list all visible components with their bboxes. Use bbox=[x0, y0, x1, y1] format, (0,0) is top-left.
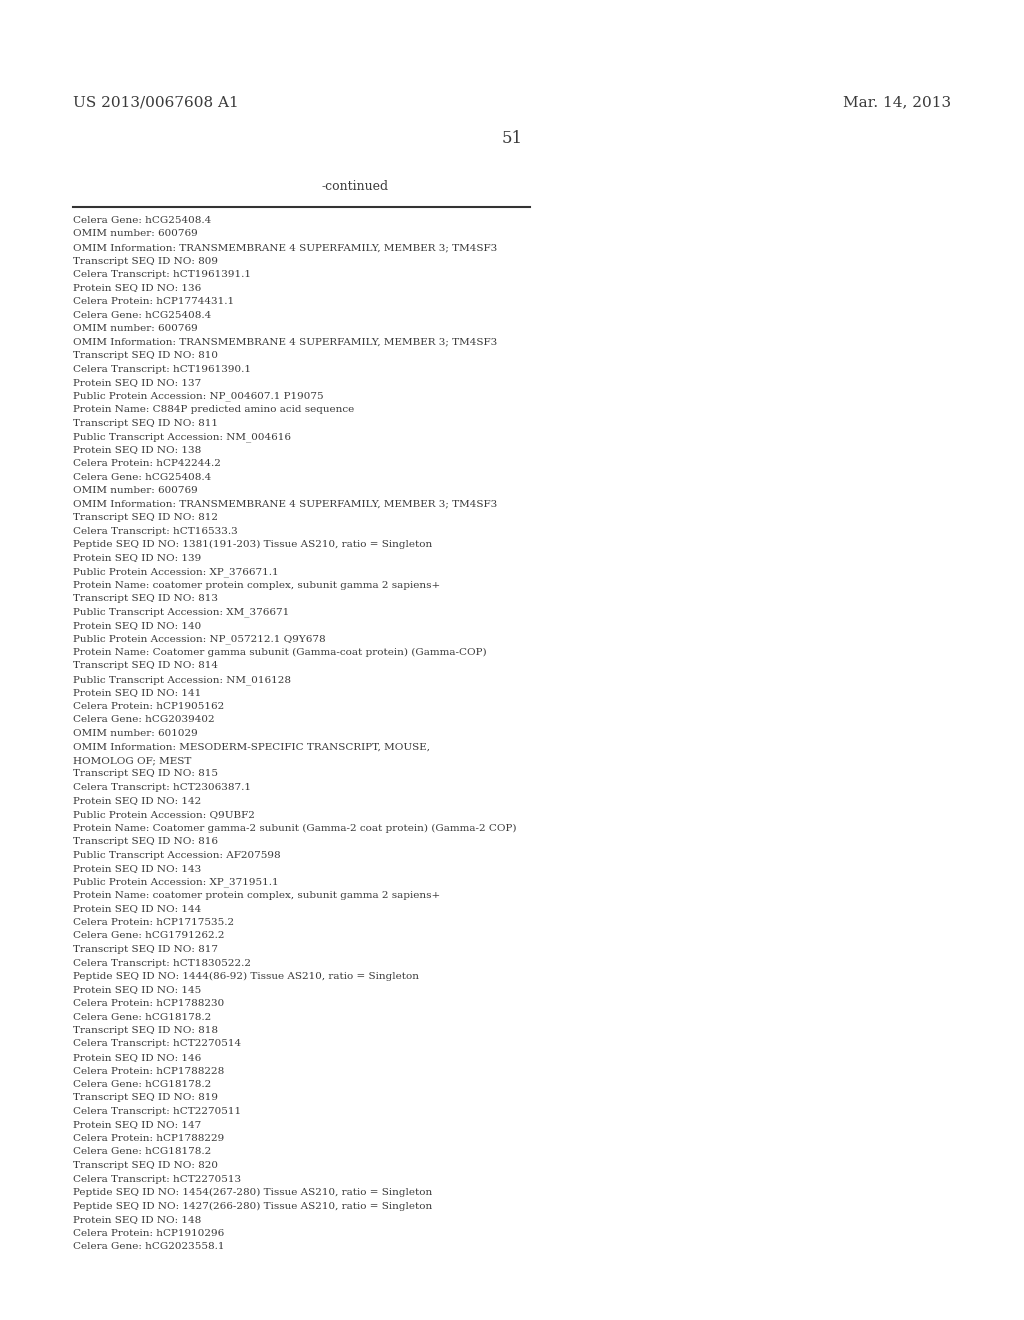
Text: Celera Protein: hCP1788230: Celera Protein: hCP1788230 bbox=[73, 999, 224, 1008]
Text: HOMOLOG OF; MEST: HOMOLOG OF; MEST bbox=[73, 756, 191, 766]
Text: Celera Gene: hCG2023558.1: Celera Gene: hCG2023558.1 bbox=[73, 1242, 224, 1251]
Text: Celera Gene: hCG25408.4: Celera Gene: hCG25408.4 bbox=[73, 216, 211, 224]
Text: Transcript SEQ ID NO: 813: Transcript SEQ ID NO: 813 bbox=[73, 594, 218, 603]
Text: Transcript SEQ ID NO: 820: Transcript SEQ ID NO: 820 bbox=[73, 1162, 218, 1170]
Text: Protein SEQ ID NO: 143: Protein SEQ ID NO: 143 bbox=[73, 865, 202, 873]
Text: Protein SEQ ID NO: 136: Protein SEQ ID NO: 136 bbox=[73, 284, 202, 293]
Text: Protein SEQ ID NO: 139: Protein SEQ ID NO: 139 bbox=[73, 553, 202, 562]
Text: Celera Protein: hCP1788228: Celera Protein: hCP1788228 bbox=[73, 1067, 224, 1076]
Text: Transcript SEQ ID NO: 810: Transcript SEQ ID NO: 810 bbox=[73, 351, 218, 360]
Text: Mar. 14, 2013: Mar. 14, 2013 bbox=[843, 95, 951, 110]
Text: Celera Transcript: hCT16533.3: Celera Transcript: hCT16533.3 bbox=[73, 527, 238, 536]
Text: Transcript SEQ ID NO: 812: Transcript SEQ ID NO: 812 bbox=[73, 513, 218, 521]
Text: OMIM number: 601029: OMIM number: 601029 bbox=[73, 729, 198, 738]
Text: Protein Name: coatomer protein complex, subunit gamma 2 sapiens+: Protein Name: coatomer protein complex, … bbox=[73, 581, 440, 590]
Text: Public Protein Accession: Q9UBF2: Public Protein Accession: Q9UBF2 bbox=[73, 810, 255, 818]
Text: OMIM number: 600769: OMIM number: 600769 bbox=[73, 323, 198, 333]
Text: Transcript SEQ ID NO: 809: Transcript SEQ ID NO: 809 bbox=[73, 256, 218, 265]
Text: Celera Gene: hCG1791262.2: Celera Gene: hCG1791262.2 bbox=[73, 932, 224, 940]
Text: OMIM number: 600769: OMIM number: 600769 bbox=[73, 486, 198, 495]
Text: Celera Protein: hCP1788229: Celera Protein: hCP1788229 bbox=[73, 1134, 224, 1143]
Text: Public Transcript Accession: XM_376671: Public Transcript Accession: XM_376671 bbox=[73, 607, 289, 618]
Text: Transcript SEQ ID NO: 818: Transcript SEQ ID NO: 818 bbox=[73, 1026, 218, 1035]
Text: Peptide SEQ ID NO: 1381(191-203) Tissue AS210, ratio = Singleton: Peptide SEQ ID NO: 1381(191-203) Tissue … bbox=[73, 540, 432, 549]
Text: Celera Protein: hCP1717535.2: Celera Protein: hCP1717535.2 bbox=[73, 917, 234, 927]
Text: OMIM number: 600769: OMIM number: 600769 bbox=[73, 230, 198, 239]
Text: Celera Gene: hCG18178.2: Celera Gene: hCG18178.2 bbox=[73, 1080, 211, 1089]
Text: Protein Name: Coatomer gamma subunit (Gamma-coat protein) (Gamma-COP): Protein Name: Coatomer gamma subunit (Ga… bbox=[73, 648, 486, 657]
Text: US 2013/0067608 A1: US 2013/0067608 A1 bbox=[73, 95, 239, 110]
Text: Transcript SEQ ID NO: 816: Transcript SEQ ID NO: 816 bbox=[73, 837, 218, 846]
Text: Celera Transcript: hCT1961391.1: Celera Transcript: hCT1961391.1 bbox=[73, 271, 251, 279]
Text: Protein Name: C884P predicted amino acid sequence: Protein Name: C884P predicted amino acid… bbox=[73, 405, 354, 414]
Text: Transcript SEQ ID NO: 817: Transcript SEQ ID NO: 817 bbox=[73, 945, 218, 954]
Text: Celera Transcript: hCT2270511: Celera Transcript: hCT2270511 bbox=[73, 1107, 241, 1115]
Text: Public Protein Accession: NP_004607.1 P19075: Public Protein Accession: NP_004607.1 P1… bbox=[73, 392, 324, 401]
Text: Celera Transcript: hCT1961390.1: Celera Transcript: hCT1961390.1 bbox=[73, 364, 251, 374]
Text: Public Protein Accession: XP_371951.1: Public Protein Accession: XP_371951.1 bbox=[73, 878, 279, 887]
Text: 51: 51 bbox=[502, 129, 522, 147]
Text: Celera Transcript: hCT2270514: Celera Transcript: hCT2270514 bbox=[73, 1040, 241, 1048]
Text: OMIM Information: TRANSMEMBRANE 4 SUPERFAMILY, MEMBER 3; TM4SF3: OMIM Information: TRANSMEMBRANE 4 SUPERF… bbox=[73, 499, 498, 508]
Text: Protein Name: Coatomer gamma-2 subunit (Gamma-2 coat protein) (Gamma-2 COP): Protein Name: Coatomer gamma-2 subunit (… bbox=[73, 824, 516, 833]
Text: Protein SEQ ID NO: 137: Protein SEQ ID NO: 137 bbox=[73, 378, 202, 387]
Text: Public Protein Accession: NP_057212.1 Q9Y678: Public Protein Accession: NP_057212.1 Q9… bbox=[73, 635, 326, 644]
Text: -continued: -continued bbox=[322, 180, 388, 193]
Text: Protein SEQ ID NO: 146: Protein SEQ ID NO: 146 bbox=[73, 1053, 202, 1063]
Text: Protein SEQ ID NO: 138: Protein SEQ ID NO: 138 bbox=[73, 446, 202, 454]
Text: OMIM Information: TRANSMEMBRANE 4 SUPERFAMILY, MEMBER 3; TM4SF3: OMIM Information: TRANSMEMBRANE 4 SUPERF… bbox=[73, 338, 498, 346]
Text: Celera Protein: hCP1910296: Celera Protein: hCP1910296 bbox=[73, 1229, 224, 1238]
Text: Celera Gene: hCG25408.4: Celera Gene: hCG25408.4 bbox=[73, 473, 211, 482]
Text: Transcript SEQ ID NO: 815: Transcript SEQ ID NO: 815 bbox=[73, 770, 218, 779]
Text: Public Transcript Accession: AF207598: Public Transcript Accession: AF207598 bbox=[73, 850, 281, 859]
Text: Celera Gene: hCG18178.2: Celera Gene: hCG18178.2 bbox=[73, 1147, 211, 1156]
Text: Protein SEQ ID NO: 140: Protein SEQ ID NO: 140 bbox=[73, 620, 202, 630]
Text: Celera Protein: hCP1905162: Celera Protein: hCP1905162 bbox=[73, 702, 224, 711]
Text: Transcript SEQ ID NO: 819: Transcript SEQ ID NO: 819 bbox=[73, 1093, 218, 1102]
Text: Celera Protein: hCP42244.2: Celera Protein: hCP42244.2 bbox=[73, 459, 221, 469]
Text: Celera Gene: hCG25408.4: Celera Gene: hCG25408.4 bbox=[73, 310, 211, 319]
Text: Protein SEQ ID NO: 144: Protein SEQ ID NO: 144 bbox=[73, 904, 202, 913]
Text: Transcript SEQ ID NO: 811: Transcript SEQ ID NO: 811 bbox=[73, 418, 218, 428]
Text: Protein SEQ ID NO: 148: Protein SEQ ID NO: 148 bbox=[73, 1214, 202, 1224]
Text: Celera Transcript: hCT1830522.2: Celera Transcript: hCT1830522.2 bbox=[73, 958, 251, 968]
Text: Protein SEQ ID NO: 141: Protein SEQ ID NO: 141 bbox=[73, 689, 202, 697]
Text: Protein SEQ ID NO: 147: Protein SEQ ID NO: 147 bbox=[73, 1121, 202, 1130]
Text: Celera Transcript: hCT2270513: Celera Transcript: hCT2270513 bbox=[73, 1175, 241, 1184]
Text: Celera Protein: hCP1774431.1: Celera Protein: hCP1774431.1 bbox=[73, 297, 234, 306]
Text: Public Protein Accession: XP_376671.1: Public Protein Accession: XP_376671.1 bbox=[73, 568, 279, 577]
Text: OMIM Information: TRANSMEMBRANE 4 SUPERFAMILY, MEMBER 3; TM4SF3: OMIM Information: TRANSMEMBRANE 4 SUPERF… bbox=[73, 243, 498, 252]
Text: Celera Transcript: hCT2306387.1: Celera Transcript: hCT2306387.1 bbox=[73, 783, 251, 792]
Text: Public Transcript Accession: NM_004616: Public Transcript Accession: NM_004616 bbox=[73, 432, 291, 442]
Text: Protein Name: coatomer protein complex, subunit gamma 2 sapiens+: Protein Name: coatomer protein complex, … bbox=[73, 891, 440, 900]
Text: OMIM Information: MESODERM-SPECIFIC TRANSCRIPT, MOUSE,: OMIM Information: MESODERM-SPECIFIC TRAN… bbox=[73, 742, 430, 751]
Text: Protein SEQ ID NO: 145: Protein SEQ ID NO: 145 bbox=[73, 986, 202, 994]
Text: Celera Gene: hCG2039402: Celera Gene: hCG2039402 bbox=[73, 715, 215, 725]
Text: Peptide SEQ ID NO: 1444(86-92) Tissue AS210, ratio = Singleton: Peptide SEQ ID NO: 1444(86-92) Tissue AS… bbox=[73, 972, 419, 981]
Text: Peptide SEQ ID NO: 1427(266-280) Tissue AS210, ratio = Singleton: Peptide SEQ ID NO: 1427(266-280) Tissue … bbox=[73, 1201, 432, 1210]
Text: Public Transcript Accession: NM_016128: Public Transcript Accession: NM_016128 bbox=[73, 675, 291, 685]
Text: Protein SEQ ID NO: 142: Protein SEQ ID NO: 142 bbox=[73, 796, 202, 805]
Text: Peptide SEQ ID NO: 1454(267-280) Tissue AS210, ratio = Singleton: Peptide SEQ ID NO: 1454(267-280) Tissue … bbox=[73, 1188, 432, 1197]
Text: Celera Gene: hCG18178.2: Celera Gene: hCG18178.2 bbox=[73, 1012, 211, 1022]
Text: Transcript SEQ ID NO: 814: Transcript SEQ ID NO: 814 bbox=[73, 661, 218, 671]
